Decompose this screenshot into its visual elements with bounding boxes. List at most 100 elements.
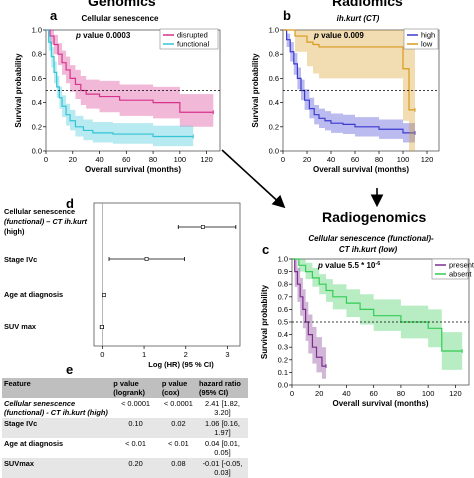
x-tick-label: 40 [95, 155, 103, 164]
y-tick-label: 0.8 [32, 50, 42, 59]
survival-curve-high [283, 29, 415, 134]
header-pvalue-cox: p value (cox) [159, 378, 198, 398]
row-pvalue-logrank: < 0.0001 [121, 399, 151, 408]
hr-point [144, 257, 149, 261]
panel-b-letter: b [283, 8, 291, 23]
x-tick-label: 0 [290, 389, 294, 398]
y-tick-label: 0.4 [269, 98, 279, 107]
forest-row-label: Stage IVc [4, 255, 37, 264]
panel-a-subtitle: Cellular senescence [82, 14, 159, 23]
panel-b: Radiomics b ih.kurt (CT) 0 20 40 60 80 100 120… [251, 0, 440, 174]
panel-b-header: Radiomics [332, 0, 403, 9]
panel-a: Genomics a Cellular senescence 0 20 40 60 80… [14, 0, 221, 174]
y-tick-label: 0.4 [278, 330, 288, 339]
forest-row-label: (high) [4, 227, 25, 236]
hr-point [100, 325, 104, 329]
results-table: Feature p value (logrank) p value (cox) … [2, 378, 248, 478]
x-tick-label: 20 [315, 389, 323, 398]
ci-band-absent [292, 259, 463, 370]
y-tick-label: 0.0 [278, 381, 288, 390]
y-tick-label: 0.0 [269, 147, 279, 156]
x-axis-label: Log (HR) (95 % CI) [148, 360, 214, 369]
x-tick-label: 1 [142, 350, 146, 359]
table-header-row: Feature p value (logrank) p value (cox) … [2, 378, 248, 398]
panel-c-letter: c [262, 242, 269, 257]
panel-a-header: Genomics [88, 0, 156, 9]
x-tick-label: 3 [225, 350, 229, 359]
row-pvalue-cox: 0.02 [159, 418, 198, 438]
plot-area [93, 202, 241, 347]
table-row: Cellular senescence (functional) - CT ih… [2, 398, 248, 418]
survival-curve-disrupted [46, 29, 214, 113]
survival-curve-present [292, 258, 327, 367]
x-tick-label: 60 [122, 155, 130, 164]
header-pvalue-logrank: p value (logrank) [111, 378, 160, 398]
y-tick-label: 0.3 [278, 343, 288, 352]
y-axis-label: Survival probability [260, 284, 269, 359]
table-row: Age at diagnosis < 0.01 < 0.01 0.04 [0.0… [2, 438, 248, 458]
y-tick-label: 0.1 [278, 368, 288, 377]
ci-band-functional [46, 30, 194, 147]
panel-c-header: Radiogenomics [322, 209, 426, 225]
row-hazard-ratio: 1.06 [0.16, 1.97] [197, 418, 248, 438]
forest-row-label: Cellular senescence [4, 207, 75, 216]
x-tick-label: 60 [370, 389, 378, 398]
panel-a-letter: a [50, 8, 58, 23]
y-axis-label: Survival probability [14, 53, 23, 128]
row-feature: Stage IVc [2, 418, 112, 438]
legend-label-disrupted: disrupted [177, 31, 208, 40]
legend-label-functional: functional [177, 40, 209, 49]
row-pvalue-logrank: 0.10 [111, 418, 160, 438]
legend-label-high: high [421, 31, 435, 40]
row-hazard-ratio: 2.41 [1.82, 3.20] [205, 399, 240, 417]
row-pvalue-cox: < 0.01 [168, 439, 189, 448]
x-axis-label: Overall survival (months) [313, 165, 409, 174]
table-row: Stage IVc 0.10 0.02 1.06 [0.16, 1.97] [2, 418, 248, 438]
y-tick-label: 1.0 [269, 26, 279, 35]
row-feature: Age at diagnosis [4, 439, 64, 448]
legend-box [159, 28, 219, 50]
survival-curve-absent [292, 258, 463, 352]
panel-d-letter: d [66, 196, 74, 211]
x-tick-label: 40 [327, 155, 335, 164]
p-value-label: p value 0.0003 [75, 31, 131, 40]
y-tick-label: 0.0 [32, 147, 42, 156]
hr-point [200, 225, 205, 229]
row-pvalue-cox: 0.08 [159, 458, 198, 478]
forest-plot-d: 0 1 2 3 Log (HR) (95 % CI) Cellular senescenc… [4, 202, 241, 369]
y-tick-label: 1.0 [32, 26, 42, 35]
panel-b-subtitle: ih.kurt (CT) [337, 14, 380, 23]
x-tick-label: 100 [422, 389, 435, 398]
survival-curve-functional [46, 29, 194, 138]
x-tick-label: 80 [149, 155, 157, 164]
y-tick-label: 0.5 [278, 318, 288, 327]
x-tick-label: 0 [100, 350, 104, 359]
y-tick-label: 0.8 [278, 280, 288, 289]
x-tick-label: 100 [174, 155, 187, 164]
hr-point [102, 293, 106, 297]
km-plot-b: 0 20 40 60 80 100 120 0.0 0.2 0.4 0.6 0.8 1.0 Overall… [251, 26, 440, 174]
row-hazard-ratio: 0.04 [0.01, 0.05] [205, 439, 240, 457]
x-tick-label: 20 [69, 155, 77, 164]
y-tick-label: 1.0 [278, 255, 288, 264]
legend-label-present: present [449, 261, 474, 270]
header-feature: Feature [2, 378, 112, 398]
header-hazard-ratio: hazard ratio (95% CI) [197, 378, 248, 398]
y-tick-label: 0.6 [32, 74, 42, 83]
y-tick-label: 0.4 [32, 98, 42, 107]
panel-c-subtitle-line1: Cellular senescence (functional)- [308, 234, 434, 243]
p-value-label: p value 5.5 * 10-6 [317, 261, 380, 270]
legend-label-low: low [421, 40, 433, 49]
row-pvalue-logrank: < 0.01 [125, 439, 146, 448]
y-tick-label: 0.7 [278, 292, 288, 301]
y-tick-label: 0.9 [278, 267, 288, 276]
y-tick-label: 0.2 [32, 122, 42, 131]
x-tick-label: 80 [375, 155, 383, 164]
x-tick-label: 0 [281, 155, 285, 164]
table-row: SUVmax 0.20 0.08 -0.01 [-0.05, 0.03] [2, 458, 248, 478]
x-tick-label: 2 [184, 350, 188, 359]
y-tick-label: 0.6 [278, 305, 288, 314]
panel-e-letter: e [66, 362, 73, 377]
x-tick-label: 120 [449, 389, 462, 398]
